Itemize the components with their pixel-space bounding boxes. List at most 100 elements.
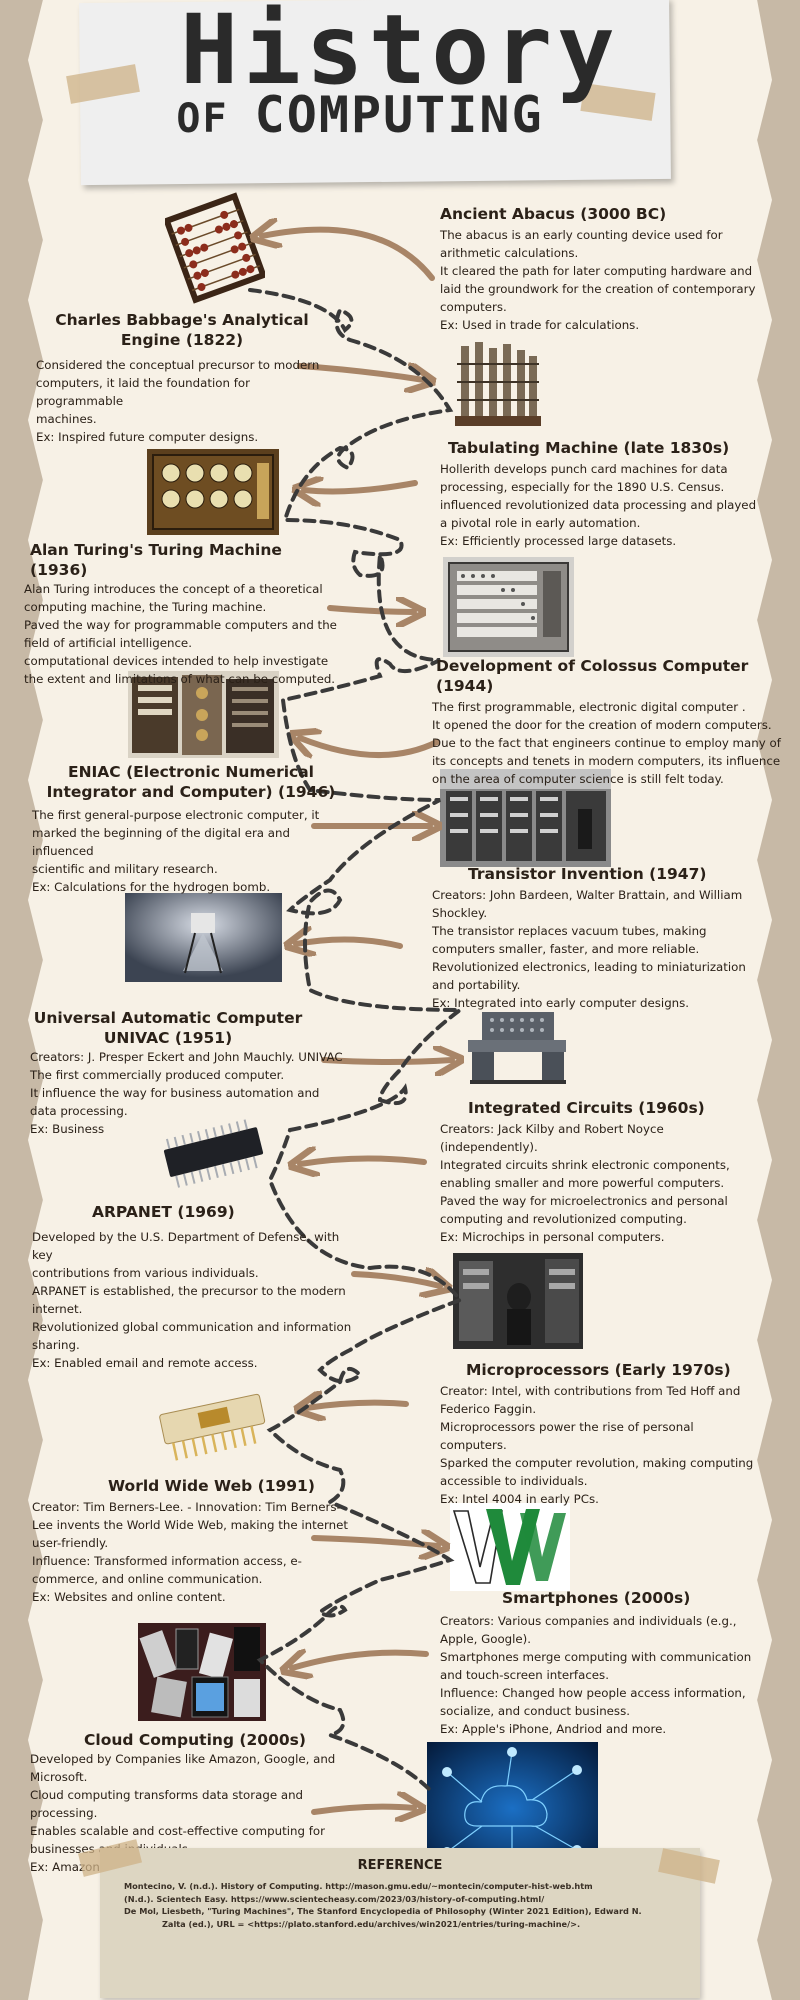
entry-line: enabling smaller and more powerful compu… — [440, 1176, 725, 1190]
entry-line: Ex: Microchips in personal computers. — [440, 1230, 665, 1244]
entry-line: Paved the way for microelectronics and p… — [440, 1194, 728, 1208]
entry-line: field of artificial intelligence. — [24, 636, 192, 650]
entry-line: and touch-screen interfaces. — [440, 1668, 609, 1682]
entry-line: Apple, Google). — [440, 1632, 532, 1646]
entry-line: contributions from various individuals. — [32, 1266, 259, 1280]
entry-line: Influence: Changed how people access inf… — [440, 1686, 746, 1700]
entry-line: Ex: Calculations for the hydrogen bomb. — [32, 880, 271, 894]
reference-item: (N.d.). Scientech Easy. https://www.scie… — [124, 1893, 545, 1904]
entry-line: Ex: Intel 4004 in early PCs. — [440, 1492, 599, 1506]
entry-line: Federico Faggin. — [440, 1402, 537, 1416]
entry-line: computers, it laid the foundation for pr… — [36, 376, 250, 408]
entry-line: Considered the conceptual precursor to m… — [36, 358, 320, 372]
page-title: History — [180, 0, 620, 106]
entry-line: The abacus is an early counting device u… — [440, 228, 723, 242]
entry-line: computers. — [440, 300, 507, 314]
entry-line: Ex: Efficiently processed large datasets… — [440, 534, 677, 548]
entry-body: Creators: Jack Kilby and Robert Noyce (i… — [440, 1120, 776, 1246]
entry-line: Ex: Enabled email and remote access. — [32, 1356, 258, 1370]
www-logo-image — [450, 1503, 570, 1591]
turing-machine-image — [443, 557, 574, 657]
entry-line: Integrated circuits shrink electronic co… — [440, 1158, 730, 1172]
entry-title: Microprocessors (Early 1970s) — [466, 1361, 731, 1379]
entry-line: accessible to individuals. — [440, 1474, 588, 1488]
entry-ancient-abacus: Ancient Abacus (3000 BC) The abacus is a… — [440, 204, 770, 334]
entry-line: Microsoft. — [30, 1770, 88, 1784]
entry-line: Developed by Companies like Amazon, Goog… — [30, 1752, 336, 1766]
page-subtitle: OF COMPUTING — [140, 86, 580, 144]
entry-title: Integrated Circuits (1960s) — [468, 1099, 705, 1117]
arpanet-image — [453, 1253, 583, 1349]
entry-line: Paved the way for programmable computers… — [24, 618, 337, 632]
entry-title: Smartphones (2000s) — [502, 1589, 691, 1607]
entry-line: machines. — [36, 412, 97, 426]
entry-line: Revolutionized global communication and … — [32, 1320, 352, 1334]
entry-title: Charles Babbage's Analytical Engine (182… — [55, 311, 309, 349]
integrated-circuit-image — [158, 1114, 270, 1194]
entry-title: Development of Colossus Computer (1944) — [436, 657, 749, 695]
entry-line: a pivotal role in early automation. — [440, 516, 641, 530]
entry-title: Transistor Invention (1947) — [468, 865, 707, 883]
entry-line: Creator: Tim Berners-Lee. - Innovation: … — [32, 1500, 341, 1514]
entry-line: internet. — [32, 1302, 83, 1316]
subtitle-rest: COMPUTING — [254, 86, 544, 144]
entry-line: Alan Turing introduces the concept of a … — [24, 582, 323, 596]
entry-line: arithmetic calculations. — [440, 246, 579, 260]
entry-line: data processing. — [30, 1104, 128, 1118]
entry-line: Smartphones merge computing with communi… — [440, 1650, 752, 1664]
entry-line: Sparked the computer revolution, making … — [440, 1456, 754, 1470]
reference-card — [100, 1848, 700, 1998]
entry-line: Creators: John Bardeen, Walter Brattain,… — [432, 888, 743, 902]
entry-body: The first programmable, electronic digit… — [432, 698, 784, 788]
tabulating-machine-image — [147, 449, 279, 535]
entry-line: Creators: Various companies and individu… — [440, 1614, 737, 1628]
entry-colossus: Development of Colossus Computer (1944) … — [432, 656, 784, 788]
entry-line: Enables scalable and cost-effective comp… — [30, 1824, 325, 1838]
entry-line: Shockley. — [432, 906, 488, 920]
entry-title: ARPANET (1969) — [92, 1203, 235, 1221]
entry-body: Hollerith develops punch card machines f… — [440, 460, 770, 550]
entry-title: Cloud Computing (2000s) — [84, 1731, 306, 1749]
entry-line: Developed by the U.S. Department of Defe… — [32, 1230, 340, 1262]
entry-line: The transistor replaces vacuum tubes, ma… — [432, 924, 707, 938]
entry-line: Creators: Jack Kilby and Robert Noyce — [440, 1122, 664, 1136]
entry-line: laid the groundwork for the creation of … — [440, 282, 756, 296]
entry-transistor: Transistor Invention (1947) Creators: Jo… — [432, 864, 772, 1012]
entry-tabulating-machine: Tabulating Machine (late 1830s) Hollerit… — [440, 438, 770, 550]
entry-title: Tabulating Machine (late 1830s) — [448, 439, 730, 457]
entry-line: sharing. — [32, 1338, 80, 1352]
entry-title: ENIAC (Electronic Numerical Integrator a… — [46, 763, 336, 801]
entry-line: socialize, and conduct business. — [440, 1704, 630, 1718]
entry-line: marked the beginning of the digital era … — [32, 826, 290, 858]
entry-line: Ex: Used in trade for calculations. — [440, 318, 640, 332]
entry-line: Ex: Apple's iPhone, Andriod and more. — [440, 1722, 667, 1736]
smartphones-image — [138, 1623, 266, 1721]
analytical-engine-image — [447, 334, 547, 436]
univac-image — [462, 1008, 571, 1086]
entry-line: Revolutionized electronics, leading to m… — [432, 960, 746, 974]
eniac-image — [440, 769, 611, 867]
entry-line: user-friendly. — [32, 1536, 109, 1550]
entry-body: Developed by the U.S. Department of Defe… — [30, 1228, 360, 1372]
entry-body: Alan Turing introduces the concept of a … — [24, 580, 344, 688]
entry-analytical-engine: Charles Babbage's Analytical Engine (182… — [32, 310, 332, 446]
entry-title: Ancient Abacus (3000 BC) — [440, 205, 667, 223]
entry-integrated-circuits: Integrated Circuits (1960s) Creators: Ja… — [440, 1098, 776, 1246]
entry-arpanet: ARPANET (1969) Developed by the U.S. Dep… — [30, 1202, 360, 1372]
entry-turing-machine: Alan Turing's Turing Machine (1936) Alan… — [24, 540, 344, 688]
reference-item: De Mol, Liesbeth, "Turing Machines", The… — [124, 1906, 642, 1916]
entry-title: Universal Automatic Computer UNIVAC (195… — [33, 1009, 303, 1047]
subtitle-first: OF — [176, 96, 229, 142]
entry-line: commerce, and online communication. — [32, 1572, 263, 1586]
entry-line: computing machine, the Turing machine. — [24, 600, 267, 614]
entry-body: Creators: J. Presper Eckert and John Mau… — [28, 1048, 348, 1138]
entry-line: Due to the fact that engineers continue … — [432, 736, 781, 750]
entry-line: Ex: Inspired future computer designs. — [36, 430, 259, 444]
entry-line: computers. — [440, 1438, 507, 1452]
entry-smartphones: Smartphones (2000s) Creators: Various co… — [440, 1588, 770, 1738]
entry-body: Creator: Intel, with contributions from … — [440, 1382, 770, 1508]
entry-title: World Wide Web (1991) — [108, 1477, 315, 1495]
entry-line: its concepts and tenets in modern comput… — [432, 754, 781, 768]
reference-item: Montecino, V. (n.d.). History of Computi… — [124, 1881, 593, 1891]
entry-title: Alan Turing's Turing Machine (1936) — [30, 541, 282, 579]
